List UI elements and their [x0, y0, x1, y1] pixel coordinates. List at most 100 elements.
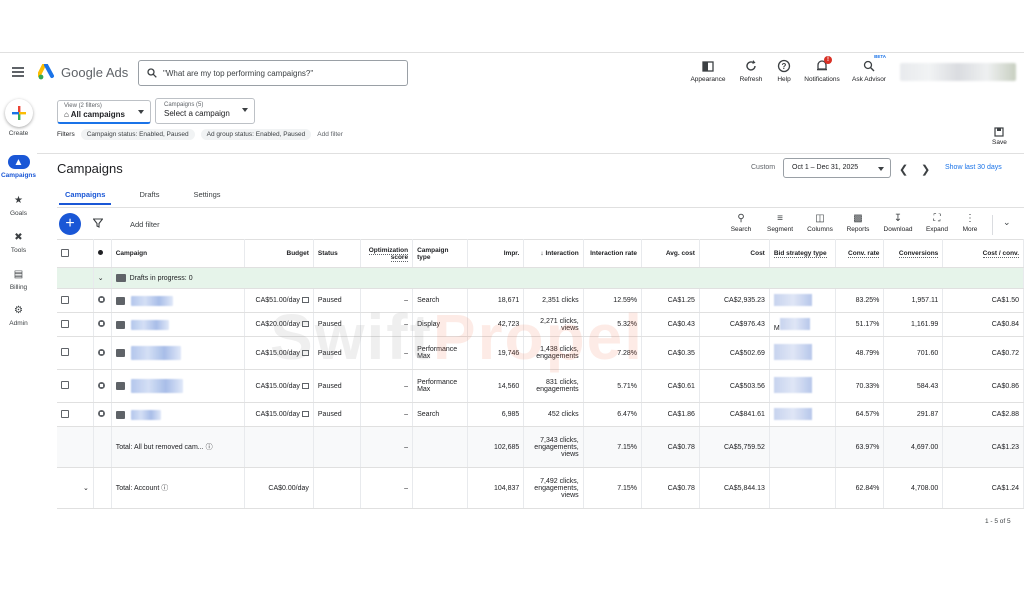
drafts-row[interactable]: ⌄ Drafts in progress: 0: [57, 267, 1024, 289]
view-selector[interactable]: View (2 filters) ⌂ All campaigns: [57, 100, 151, 124]
segment-button[interactable]: ≡ Segment: [761, 213, 799, 233]
col-interaction-rate[interactable]: Interaction rate: [583, 239, 643, 268]
download-button[interactable]: ↧ Download: [879, 213, 917, 233]
display-campaign-icon: [115, 320, 125, 329]
add-filter-button[interactable]: Add filter: [130, 220, 160, 229]
col-avg-cost[interactable]: Avg. cost: [641, 239, 700, 268]
status-icon[interactable]: [93, 312, 112, 337]
show-last-30-days-link[interactable]: Show last 30 days: [945, 164, 1002, 171]
table-row[interactable]: CA$20.00/day Paused – Display 42,723 2,2…: [57, 312, 1024, 337]
goals-nav[interactable]: ★ Goals: [0, 193, 37, 218]
search-tool-button[interactable]: ⚲ Search: [722, 213, 760, 233]
help-icon[interactable]: ⓘ: [161, 485, 169, 492]
row-checkbox[interactable]: [57, 402, 94, 427]
chart-icon[interactable]: [301, 382, 309, 389]
tab-drafts[interactable]: Drafts: [139, 190, 160, 199]
billing-nav[interactable]: ▤ Billing: [0, 267, 37, 292]
next-period-icon[interactable]: ❯: [921, 164, 931, 176]
reports-button[interactable]: ▩ Reports: [839, 213, 877, 233]
bid-strategy-cell[interactable]: [769, 369, 836, 403]
chart-icon[interactable]: [301, 321, 309, 328]
chevron-down-icon[interactable]: ⌄: [83, 485, 89, 492]
opt-score-cell: –: [360, 336, 414, 370]
total-cost-per-conv-cell: CA$1.23: [942, 426, 1024, 468]
col-cost[interactable]: Cost: [699, 239, 770, 268]
chevron-down-icon[interactable]: ⌄: [97, 274, 104, 282]
campaign-name-cell[interactable]: [111, 336, 245, 370]
chart-icon[interactable]: [301, 349, 309, 356]
row-checkbox[interactable]: [57, 288, 94, 313]
create-nav[interactable]: Create: [0, 99, 37, 137]
refresh-button[interactable]: Refresh: [729, 59, 773, 83]
bid-strategy-cell[interactable]: [769, 288, 836, 313]
col-interaction[interactable]: ↓ Interaction: [523, 239, 584, 268]
bid-strategy-cell[interactable]: M: [769, 312, 836, 337]
campaign-name-cell[interactable]: [111, 312, 245, 337]
bid-strategy-cell[interactable]: [769, 336, 836, 370]
col-optimization-score[interactable]: Optimization score: [360, 239, 414, 268]
campaign-selector[interactable]: Campaigns (5) Select a campaign: [155, 98, 255, 124]
previous-period-icon[interactable]: ❮: [899, 164, 909, 176]
appearance-button[interactable]: Appearance: [686, 59, 730, 83]
expand-button[interactable]: ⛶ Expand: [918, 213, 956, 233]
status-icon[interactable]: [93, 336, 112, 370]
total-expand-cell[interactable]: ⌄: [57, 467, 94, 509]
total-rate-cell: 7.15%: [583, 426, 643, 468]
tools-nav[interactable]: ✖ Tools: [0, 230, 37, 255]
table-row[interactable]: CA$15.00/day Paused – Performance Max 19…: [57, 336, 1024, 370]
date-range-picker[interactable]: Oct 1 – Dec 31, 2025: [783, 158, 891, 178]
ask-advisor-button[interactable]: BETA Ask Advisor: [847, 54, 891, 83]
col-budget[interactable]: Budget: [244, 239, 314, 268]
budget-cell[interactable]: CA$20.00/day: [244, 312, 314, 337]
help-icon[interactable]: ⓘ: [205, 444, 213, 451]
account-info-blurred[interactable]: [900, 63, 1016, 81]
chart-icon[interactable]: [301, 411, 309, 418]
col-status[interactable]: Status: [313, 239, 361, 268]
row-checkbox[interactable]: [57, 369, 94, 403]
status-icon[interactable]: [93, 288, 112, 313]
budget-cell[interactable]: CA$15.00/day: [244, 402, 314, 427]
chart-icon[interactable]: [301, 297, 309, 304]
table-row[interactable]: CA$15.00/day Paused – Search 6,985 452 c…: [57, 402, 1024, 427]
col-campaign-type[interactable]: Campaign type: [412, 239, 468, 268]
col-impr[interactable]: Impr.: [467, 239, 525, 268]
col-conv-rate[interactable]: Conv. rate: [835, 239, 885, 268]
campaign-name-cell[interactable]: [111, 288, 245, 313]
campaign-name-cell[interactable]: [111, 402, 245, 427]
row-checkbox[interactable]: [57, 336, 94, 370]
admin-nav[interactable]: ⚙ Admin: [0, 303, 37, 328]
col-conversions[interactable]: Conversions: [883, 239, 944, 268]
add-campaign-button[interactable]: +: [59, 213, 81, 235]
status-icon[interactable]: [93, 369, 112, 403]
google-ads-logo[interactable]: Google Ads: [38, 64, 128, 80]
budget-cell[interactable]: CA$51.00/day: [244, 288, 314, 313]
tab-campaigns[interactable]: Campaigns: [57, 188, 113, 205]
filter-chip-ad-group-status[interactable]: Ad group status: Enabled, Paused: [200, 129, 312, 140]
table-row[interactable]: CA$51.00/day Paused – Search 18,671 2,35…: [57, 288, 1024, 313]
filter-icon[interactable]: [93, 218, 103, 228]
campaign-name-cell[interactable]: [111, 369, 245, 403]
filter-chip-campaign-status[interactable]: Campaign status: Enabled, Paused: [80, 129, 195, 140]
add-filter-link[interactable]: Add filter: [317, 131, 343, 138]
help-button[interactable]: ? Help: [762, 59, 806, 83]
status-icon[interactable]: [93, 402, 112, 427]
save-button[interactable]: Save: [992, 127, 1007, 146]
collapse-chevron-icon[interactable]: ⌄: [1003, 217, 1011, 227]
bid-strategy-cell[interactable]: [769, 402, 836, 427]
campaigns-nav[interactable]: ▲ Campaigns: [0, 155, 37, 179]
col-campaign[interactable]: Campaign: [111, 239, 245, 268]
notifications-button[interactable]: ! Notifications: [800, 56, 844, 83]
menu-icon[interactable]: [12, 67, 24, 77]
col-cost-per-conv[interactable]: Cost / conv.: [942, 239, 1024, 268]
budget-cell[interactable]: CA$15.00/day: [244, 369, 314, 403]
columns-button[interactable]: ◫ Columns: [801, 213, 839, 233]
row-checkbox[interactable]: [57, 312, 94, 337]
select-all-checkbox[interactable]: [57, 239, 94, 268]
col-bid-strategy[interactable]: Bid strategy type: [769, 239, 836, 268]
budget-cell[interactable]: CA$15.00/day: [244, 336, 314, 370]
more-button[interactable]: ⋮ More: [951, 213, 989, 233]
table-row[interactable]: CA$15.00/day Paused – Performance Max 14…: [57, 369, 1024, 403]
search-input[interactable]: "What are my top performing campaigns?": [138, 60, 408, 86]
tab-settings[interactable]: Settings: [193, 190, 221, 199]
total-budget-cell: [244, 426, 314, 468]
